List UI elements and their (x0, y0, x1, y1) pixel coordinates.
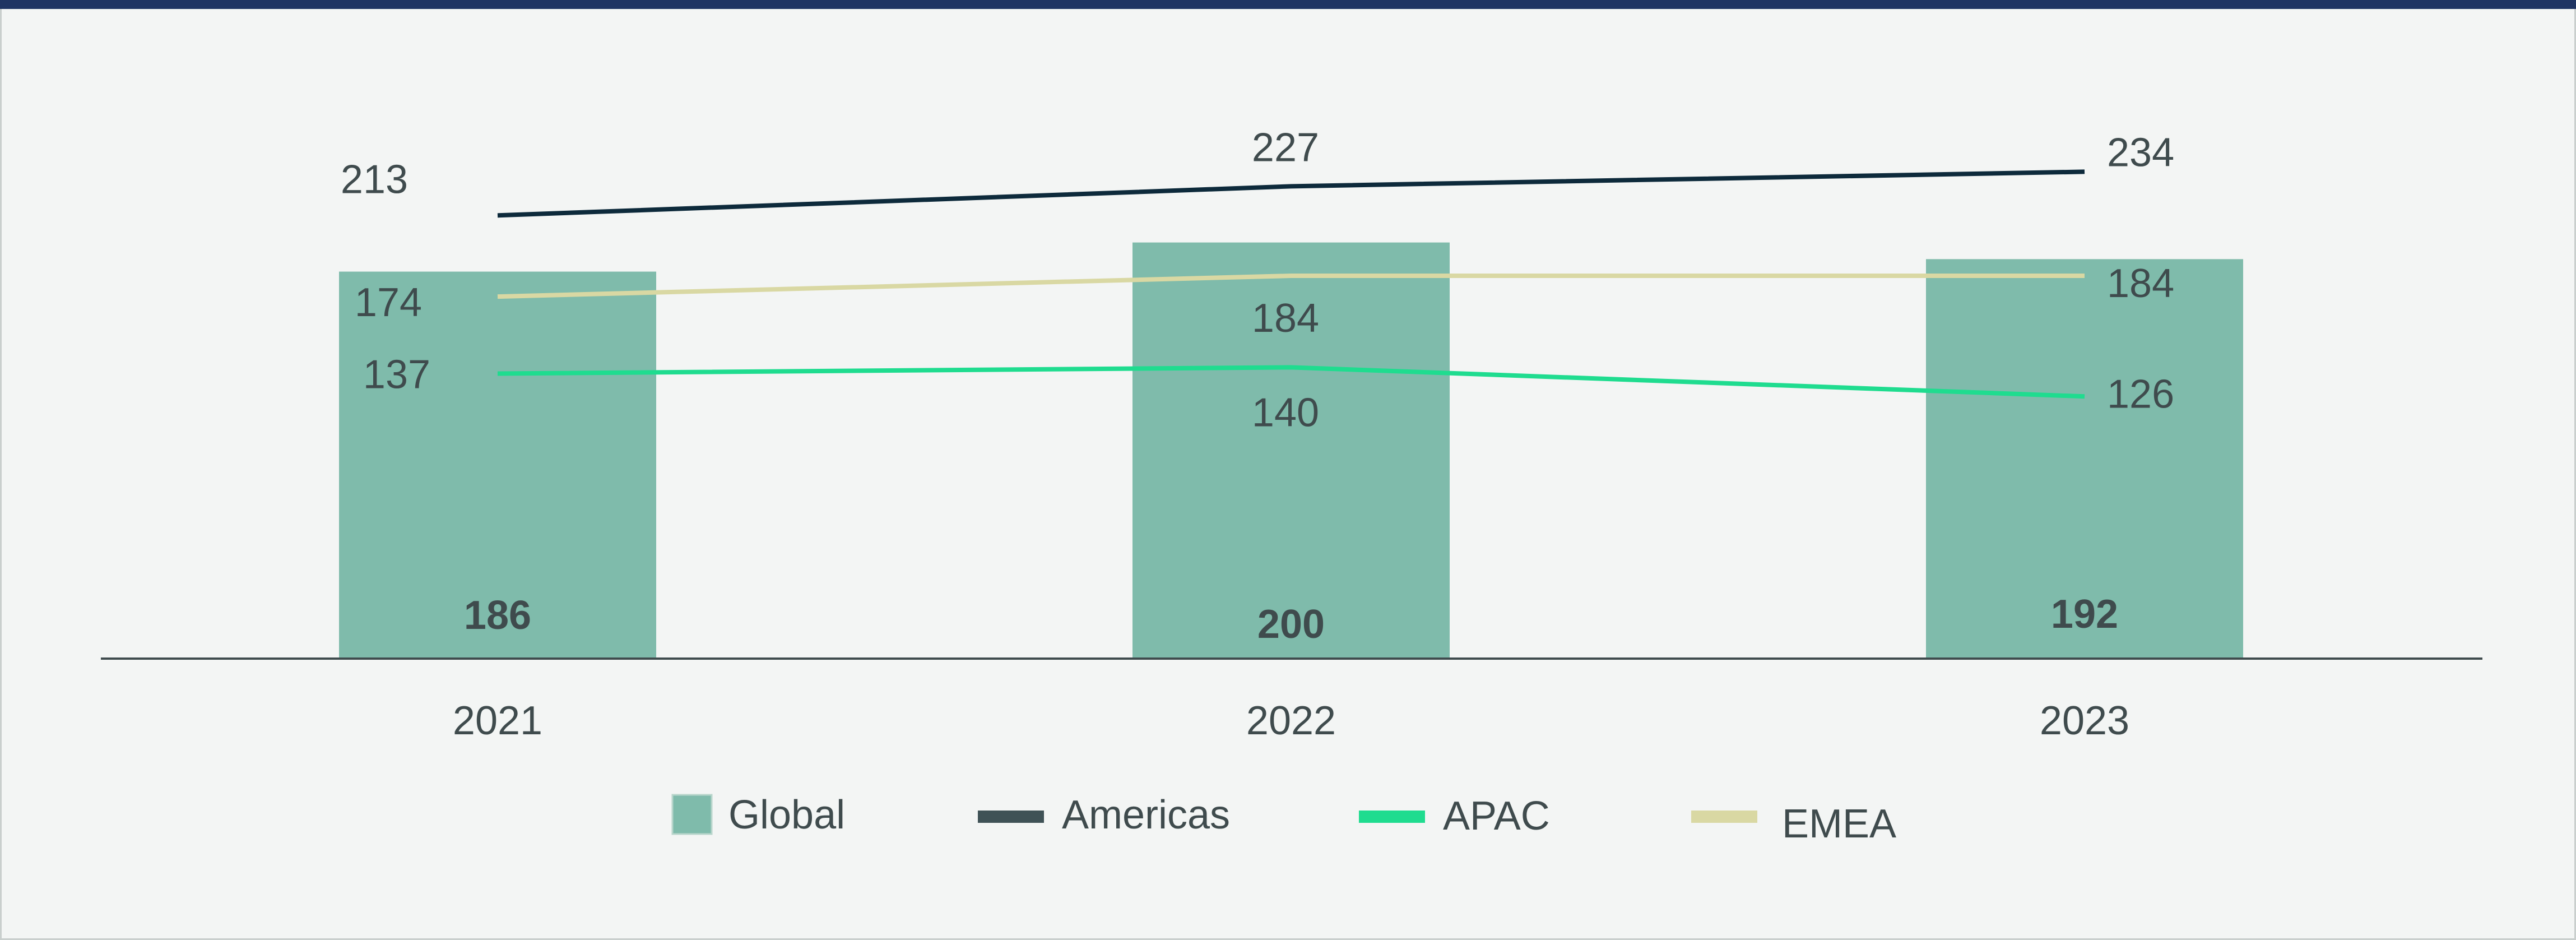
legend-swatch-emea (1691, 811, 1757, 823)
bar-label-2021: 186 (464, 593, 531, 638)
line-label-americas-2023: 234 (2107, 130, 2174, 175)
legend-swatch-americas (978, 811, 1044, 823)
line-label-apac-2023: 126 (2107, 372, 2174, 416)
bar-global-2021 (339, 271, 656, 659)
legend-label-global: Global (728, 793, 845, 837)
legend-label-apac: APAC (1443, 794, 1550, 839)
line-americas (497, 169, 2085, 218)
bar-global-2022 (1132, 242, 1450, 659)
legend-swatch-global (671, 794, 713, 835)
line-label-apac-2022: 140 (1252, 390, 1319, 435)
x-tick-2023: 2023 (2040, 698, 2129, 743)
line-label-americas-2022: 227 (1252, 125, 1319, 170)
top-accent-bar (0, 0, 2576, 9)
line-label-emea-2022: 184 (1252, 296, 1319, 341)
line-label-apac-2021: 137 (363, 352, 430, 397)
line-apac (497, 365, 2085, 399)
line-label-americas-2021: 213 (341, 157, 408, 202)
bar-global-2023 (1926, 259, 2243, 659)
legend-label-americas: Americas (1062, 793, 1230, 837)
legend-label-emea: EMEA (1782, 802, 1896, 846)
bar-label-2023: 192 (2051, 592, 2118, 637)
line-emea (497, 273, 2085, 299)
x-tick-2021: 2021 (453, 698, 542, 743)
line-label-emea-2023: 184 (2107, 261, 2174, 306)
bar-label-2022: 200 (1257, 602, 1325, 647)
x-tick-2022: 2022 (1246, 698, 1336, 743)
line-label-emea-2021: 174 (355, 280, 422, 325)
legend-swatch-apac (1359, 811, 1425, 823)
